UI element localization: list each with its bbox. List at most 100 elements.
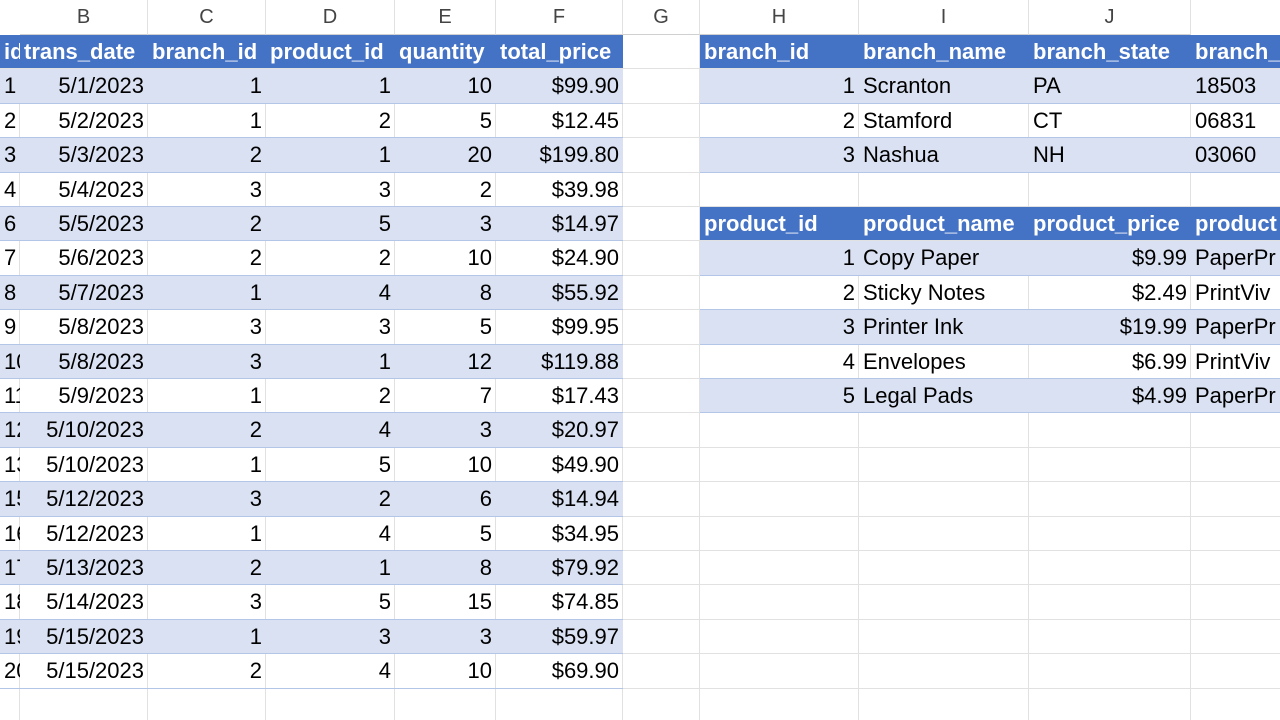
- cell[interactable]: [859, 516, 1029, 551]
- cell[interactable]: [623, 207, 700, 242]
- table-cell[interactable]: 5: [266, 448, 395, 483]
- cell[interactable]: [1191, 620, 1280, 655]
- table-cell[interactable]: 10: [395, 69, 496, 104]
- header-cell[interactable]: branch_state: [1029, 35, 1191, 70]
- table-cell[interactable]: 1: [700, 69, 859, 104]
- table-cell[interactable]: 5: [700, 379, 859, 414]
- table-cell[interactable]: 2: [148, 207, 266, 242]
- table-cell[interactable]: 3: [266, 173, 395, 207]
- table-cell[interactable]: 5/9/2023: [20, 379, 148, 414]
- table-cell[interactable]: Legal Pads: [859, 379, 1029, 414]
- table-cell[interactable]: 5/3/2023: [20, 138, 148, 173]
- table-cell[interactable]: 10: [0, 344, 20, 379]
- table-cell[interactable]: 5/2/2023: [20, 104, 148, 139]
- cell[interactable]: [859, 551, 1029, 586]
- header-cell[interactable]: product: [1191, 207, 1280, 242]
- table-cell[interactable]: 5/1/2023: [20, 69, 148, 104]
- table-cell[interactable]: 4: [266, 413, 395, 448]
- table-cell[interactable]: $99.90: [496, 69, 623, 104]
- cell[interactable]: [1029, 551, 1191, 586]
- table-cell[interactable]: 8: [395, 275, 496, 311]
- cell[interactable]: [1029, 688, 1191, 720]
- table-cell[interactable]: 4: [266, 654, 395, 689]
- table-cell[interactable]: $20.97: [496, 413, 623, 448]
- cell[interactable]: [623, 654, 700, 689]
- table-cell[interactable]: 3: [395, 207, 496, 242]
- cell[interactable]: [700, 551, 859, 586]
- table-cell[interactable]: 4: [266, 275, 395, 311]
- table-cell[interactable]: $14.94: [496, 482, 623, 517]
- cell[interactable]: [1029, 619, 1191, 655]
- cell[interactable]: [623, 344, 700, 379]
- cell[interactable]: [623, 585, 700, 620]
- cell[interactable]: [496, 688, 623, 720]
- table-cell[interactable]: 3: [148, 173, 266, 207]
- table-cell[interactable]: PaperPr: [1191, 310, 1280, 345]
- cell[interactable]: [623, 69, 700, 104]
- cell[interactable]: [623, 379, 700, 414]
- table-cell[interactable]: 5/8/2023: [20, 344, 148, 379]
- table-cell[interactable]: $39.98: [496, 173, 623, 207]
- table-cell[interactable]: $6.99: [1029, 345, 1191, 379]
- table-cell[interactable]: 4: [0, 173, 20, 207]
- table-cell[interactable]: Printer Ink: [859, 310, 1029, 345]
- table-cell[interactable]: 6: [395, 482, 496, 517]
- cell[interactable]: [859, 619, 1029, 655]
- table-cell[interactable]: $9.99: [1029, 241, 1191, 276]
- table-cell[interactable]: 9: [0, 310, 20, 345]
- table-cell[interactable]: 5/12/2023: [20, 482, 148, 517]
- table-cell[interactable]: PaperPr: [1191, 241, 1280, 276]
- table-cell[interactable]: $59.97: [496, 619, 623, 655]
- table-cell[interactable]: $74.85: [496, 585, 623, 620]
- table-cell[interactable]: 3: [148, 585, 266, 620]
- table-cell[interactable]: 5/14/2023: [20, 585, 148, 620]
- header-cell[interactable]: branch_id: [700, 35, 859, 70]
- header-cell[interactable]: branch_id: [148, 35, 266, 70]
- table-cell[interactable]: 19: [0, 619, 20, 655]
- header-cell[interactable]: trans_date: [20, 35, 148, 70]
- table-cell[interactable]: 03060: [1191, 138, 1280, 173]
- table-cell[interactable]: 8: [395, 551, 496, 586]
- table-cell[interactable]: 5: [266, 207, 395, 242]
- header-cell[interactable]: product_id: [266, 35, 395, 70]
- cell[interactable]: [623, 103, 700, 139]
- table-cell[interactable]: $19.99: [1029, 310, 1191, 345]
- table-cell[interactable]: PA: [1029, 69, 1191, 104]
- header-cell[interactable]: branch_name: [859, 35, 1029, 70]
- table-cell[interactable]: 3: [148, 310, 266, 345]
- table-cell[interactable]: 2: [148, 413, 266, 448]
- cell[interactable]: [700, 585, 859, 620]
- table-cell[interactable]: 5: [395, 517, 496, 551]
- cell[interactable]: [1191, 448, 1280, 483]
- table-cell[interactable]: $199.80: [496, 138, 623, 173]
- table-cell[interactable]: 1: [148, 517, 266, 551]
- cell[interactable]: [700, 447, 859, 483]
- table-cell[interactable]: 1: [148, 69, 266, 104]
- table-cell[interactable]: 1: [148, 104, 266, 139]
- table-cell[interactable]: 8: [0, 275, 20, 311]
- table-cell[interactable]: 2: [266, 241, 395, 276]
- table-cell[interactable]: $99.95: [496, 310, 623, 345]
- table-cell[interactable]: $55.92: [496, 275, 623, 311]
- table-cell[interactable]: 17: [0, 551, 20, 586]
- table-cell[interactable]: 10: [395, 654, 496, 689]
- table-cell[interactable]: 3: [266, 310, 395, 345]
- cell[interactable]: [623, 688, 700, 720]
- table-cell[interactable]: 7: [0, 241, 20, 276]
- table-cell[interactable]: 2: [148, 551, 266, 586]
- table-cell[interactable]: 2: [148, 241, 266, 276]
- cell[interactable]: [700, 688, 859, 720]
- table-cell[interactable]: 3: [395, 413, 496, 448]
- table-cell[interactable]: 3: [148, 344, 266, 379]
- cell[interactable]: [1191, 551, 1280, 586]
- table-cell[interactable]: PrintViv: [1191, 345, 1280, 379]
- cell[interactable]: [1191, 517, 1280, 551]
- cell[interactable]: [700, 516, 859, 551]
- cell[interactable]: [623, 447, 700, 483]
- table-cell[interactable]: Scranton: [859, 69, 1029, 104]
- table-cell[interactable]: 5: [395, 104, 496, 139]
- table-cell[interactable]: 2: [700, 276, 859, 311]
- table-cell[interactable]: 5/10/2023: [20, 413, 148, 448]
- table-cell[interactable]: $4.99: [1029, 379, 1191, 414]
- cell[interactable]: [700, 413, 859, 448]
